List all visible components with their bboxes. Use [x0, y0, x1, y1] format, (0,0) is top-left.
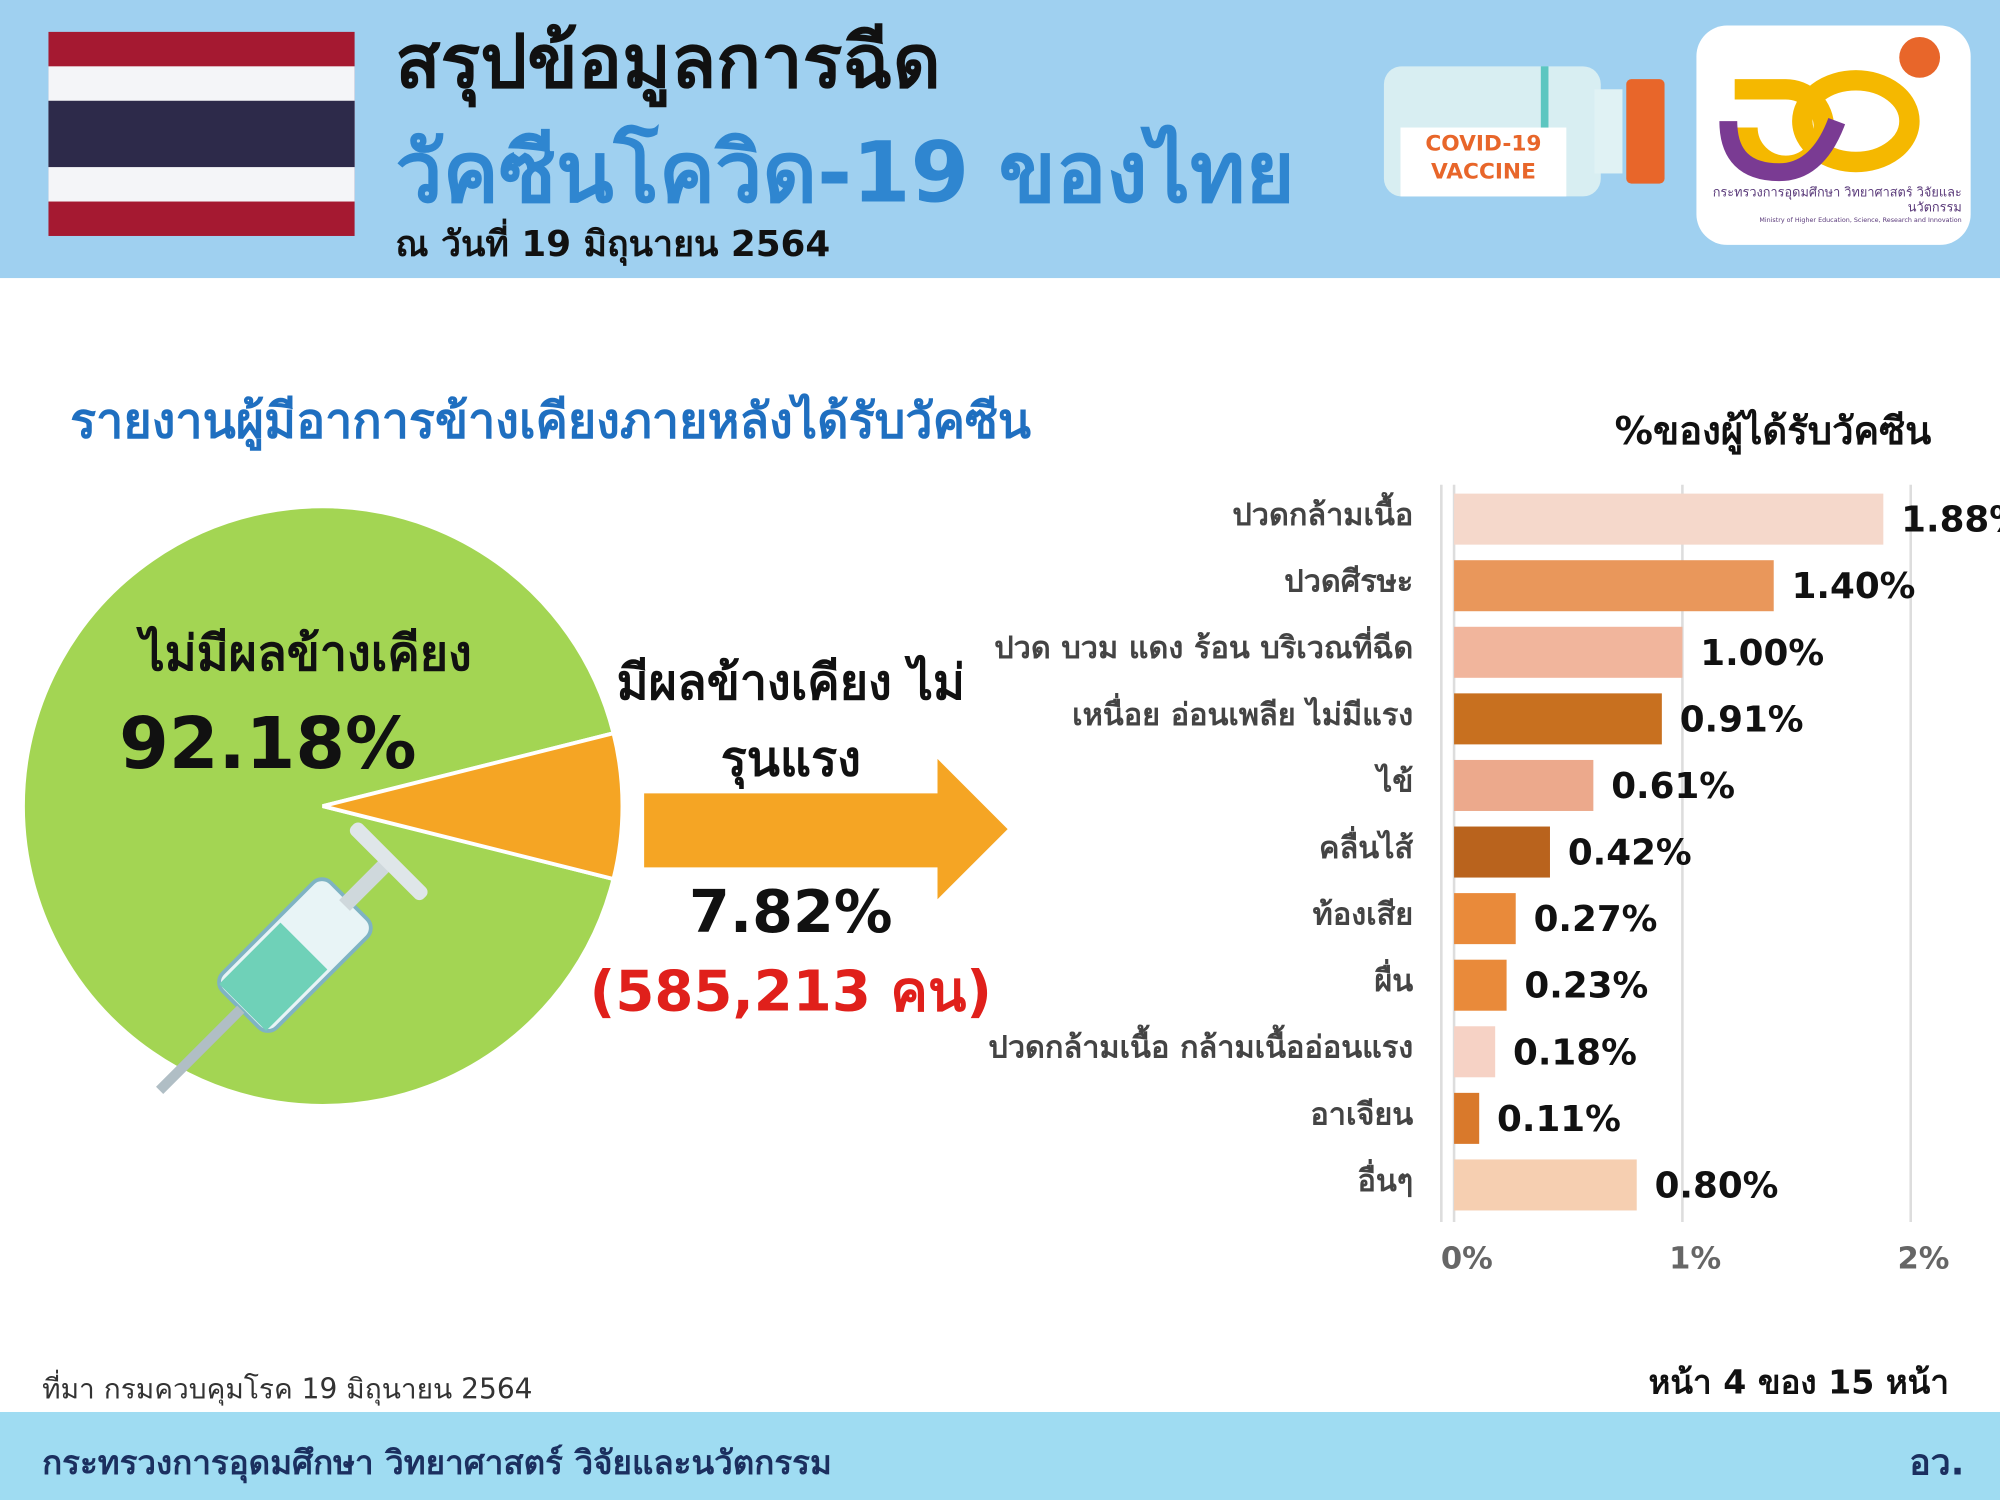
data-label: 1.00%: [1700, 633, 1824, 674]
bar-chart: 0% 1% 2% ปวดกล้ามเนื้อ 1.88% ปวดศีรษะ 1.40% ปวด…: [988, 484, 2000, 1277]
bar: [1454, 1159, 1637, 1211]
y-tick-label: คลื่นไส้: [1319, 826, 1414, 866]
slice-value-label: 92.18%: [119, 702, 416, 785]
x-tick-label: 2%: [1897, 1242, 1949, 1277]
bar: [1454, 560, 1774, 612]
y-tick-label: ปวดศีรษะ: [1284, 565, 1413, 600]
footer-abbr: อว.: [1909, 1442, 1964, 1483]
slice-label-box: มีผลข้างเคียง ไม่รุนแรง: [616, 654, 965, 787]
y-tick-label: ท้องเสีย: [1313, 898, 1414, 933]
footer-band: [0, 1411, 2000, 1500]
pie-slice: [21, 504, 616, 1108]
bar: [1454, 493, 1884, 545]
y-tick-label: ปวดกล้ามเนื้อ กล้ามเนื้ออ่อนแรง: [988, 1025, 1413, 1066]
logo-text-box: กระทรวงการอุดมศึกษา วิทยาศาสตร์ วิจัยและ…: [1712, 186, 1962, 225]
y-tick-label: ไข้: [1374, 762, 1413, 799]
vaccine-label: COVID-19 VACCINE: [1425, 131, 1542, 185]
pie-slice: [322, 730, 625, 882]
bar: [1454, 1092, 1480, 1144]
bar: [1454, 826, 1550, 878]
data-label: 0.11%: [1497, 1099, 1621, 1140]
thai-flag: [48, 31, 355, 236]
footer-ministry: กระทรวงการอุดมศึกษา วิทยาศาสตร์ วิจัยและ…: [42, 1443, 832, 1484]
x-tick-label: 1%: [1669, 1242, 1721, 1277]
source: ที่มา กรมควบคุมโรค 19 มิถุนายน 2564: [42, 1369, 532, 1406]
y-tick-label: อาเจียน: [1310, 1097, 1413, 1132]
data-label: 0.80%: [1655, 1166, 1779, 1207]
vaccine-icon: [1383, 66, 1665, 197]
slice-label: มีผลข้างเคียง ไม่รุนแรง: [616, 654, 965, 787]
arrow: [644, 758, 1008, 900]
y-tick-label: อื่นๆ: [1358, 1159, 1414, 1199]
bar: [1454, 759, 1594, 811]
data-label: 0.91%: [1680, 699, 1804, 740]
bar: [1454, 959, 1507, 1011]
bar: [1454, 893, 1516, 945]
data-label: 1.40%: [1792, 566, 1916, 607]
data-label: 0.61%: [1611, 766, 1735, 807]
date: ณ วันที่ 19 มิถุนายน 2564: [395, 218, 830, 266]
title-line-2: วัคซีนโควิด-19 ของไทย: [395, 124, 1294, 222]
bar-title: %ของผู้ได้รับวัคซีน: [1615, 408, 1932, 455]
pie: [21, 504, 625, 1108]
slice-label: ไม่มีผลข้างเคียง: [135, 625, 471, 682]
y-tick-label: ปวดกล้ามเนื้อ: [1232, 492, 1413, 533]
slice-value-label: 7.82%: [689, 878, 893, 946]
logo-text-en: Ministry of Higher Education, Science, R…: [1759, 216, 1962, 225]
data-label: 0.27%: [1534, 899, 1658, 940]
annotation: (585,213 คน): [590, 960, 992, 1025]
y-tick-label: ปวด บวม แดง ร้อน บริเวณที่ฉีด: [994, 626, 1413, 666]
ministry-logo: [1696, 25, 1971, 245]
page-number: หน้า 4 ของ 15 หน้า: [1649, 1362, 1949, 1401]
title-line-1: สรุปข้อมูลการฉีด: [395, 19, 940, 108]
logo-text: กระทรวงการอุดมศึกษา วิทยาศาสตร์ วิจัยและ…: [1712, 186, 1962, 216]
bar: [1454, 626, 1683, 678]
data-label: 0.42%: [1568, 833, 1692, 874]
data-label: 0.18%: [1513, 1032, 1637, 1073]
syringe-icon: [156, 822, 428, 1094]
vaccine-label-box: COVID-19 VACCINE: [1425, 131, 1542, 185]
data-label: 0.23%: [1524, 966, 1648, 1007]
y-tick-label: เหนื่อย อ่อนเพลีย ไม่มีแรง: [1072, 693, 1413, 733]
pie-title: รายงานผู้มีอาการข้างเคียงภายหลังได้รับวั…: [70, 393, 1031, 452]
bar: [1454, 693, 1662, 745]
x-tick-label: 0%: [1441, 1242, 1493, 1277]
y-tick-label: ผื่น: [1374, 959, 1413, 999]
pie-labels: ไม่มีผลข้างเคียง 92.18% มีผลข้างเคียง ไม่ร…: [119, 625, 992, 1025]
bar: [1454, 1026, 1496, 1078]
data-label: 1.88%: [1901, 500, 2000, 541]
